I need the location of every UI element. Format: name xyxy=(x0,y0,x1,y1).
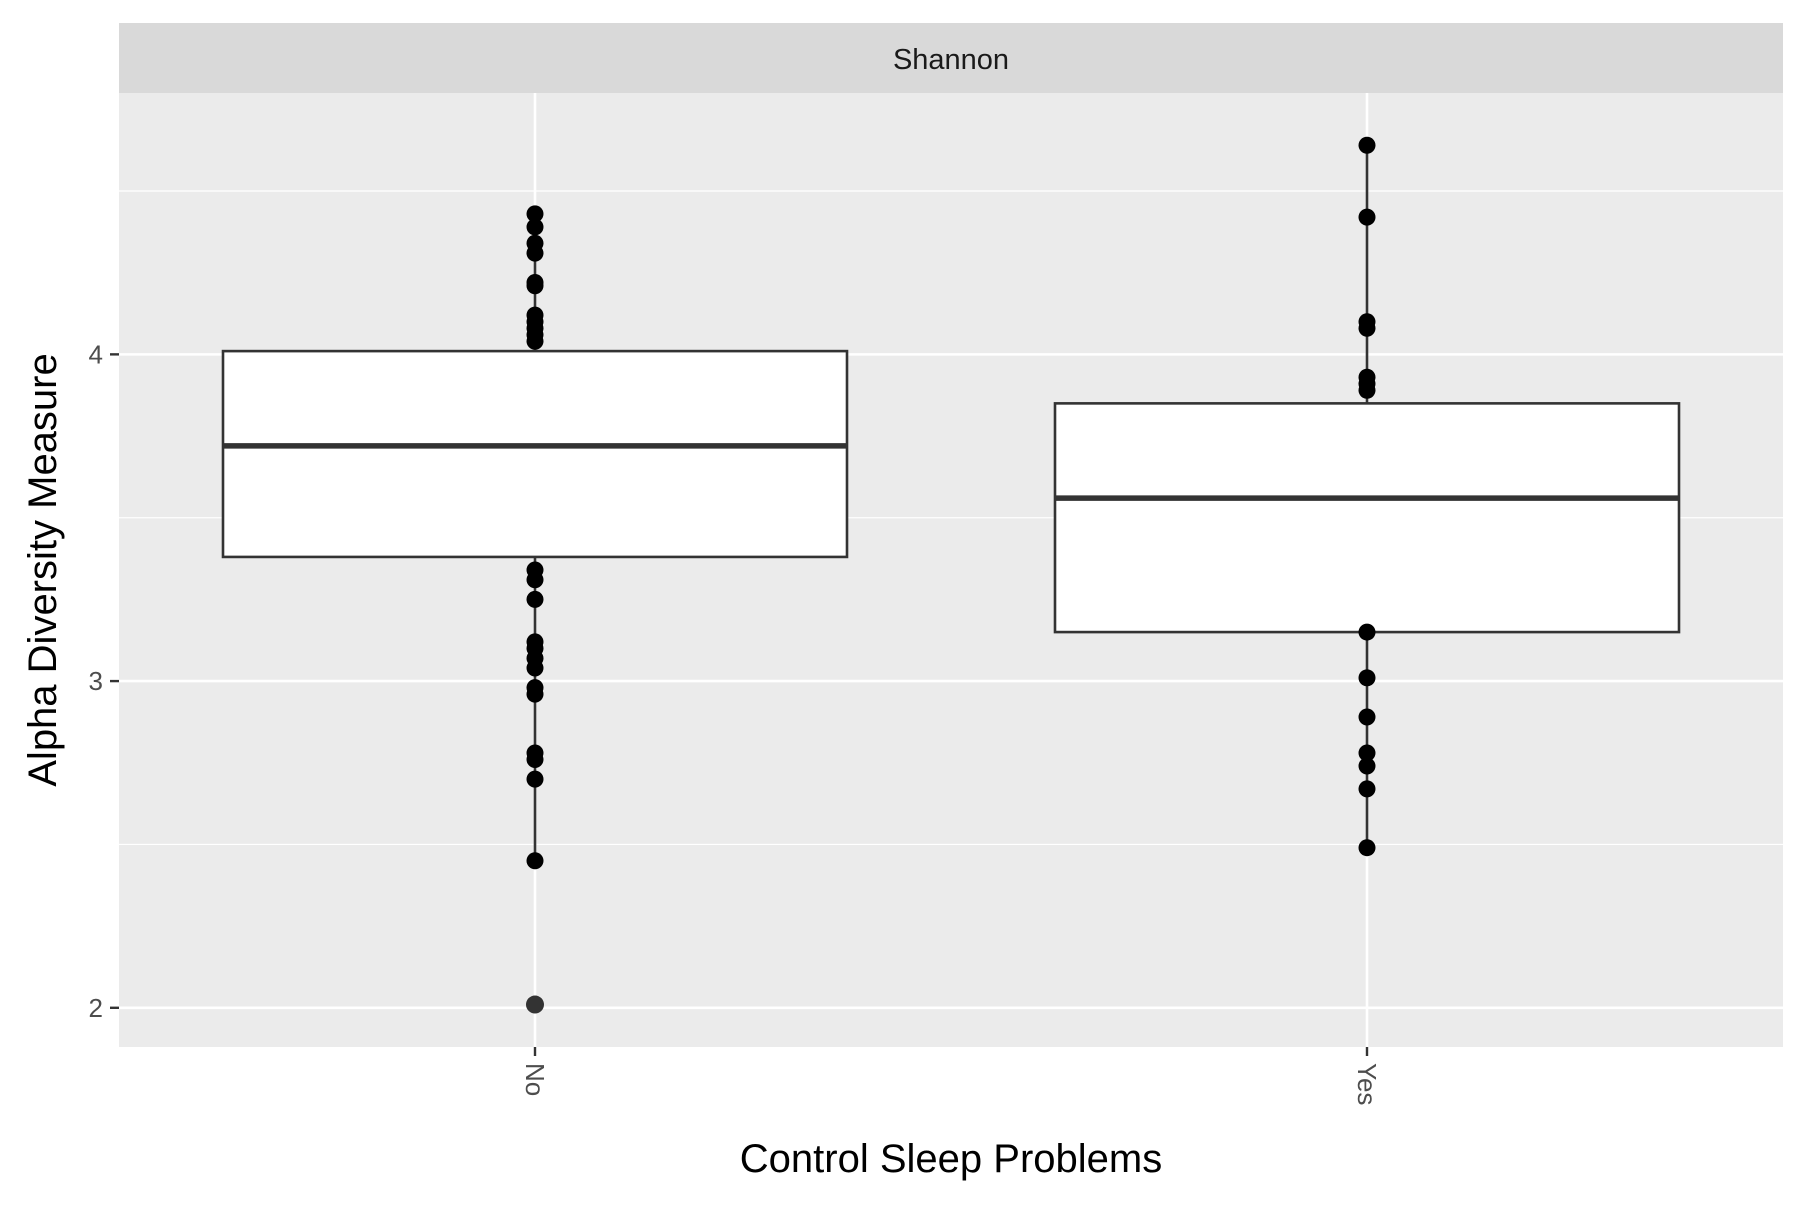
data-point-no-21 xyxy=(526,750,544,768)
data-point-yes-8 xyxy=(1358,669,1376,687)
data-point-no-13 xyxy=(526,590,544,608)
x-axis: No Yes xyxy=(520,1047,1382,1105)
data-point-no-1 xyxy=(526,218,544,236)
data-point-no-12 xyxy=(526,571,544,589)
data-point-no-5 xyxy=(526,277,544,295)
data-point-yes-0 xyxy=(1358,136,1376,154)
outlier-point-no-0 xyxy=(526,995,544,1014)
facet-strip xyxy=(119,23,1783,93)
box-yes xyxy=(1053,145,1681,848)
x-axis-title: Control Sleep Problems xyxy=(740,1137,1162,1181)
data-point-yes-6 xyxy=(1358,381,1376,399)
data-point-yes-12 xyxy=(1358,780,1376,798)
y-axis: 2 3 4 xyxy=(89,339,119,1023)
y-tick-label-1: 3 xyxy=(89,666,103,696)
box-no xyxy=(221,213,849,861)
data-point-no-17 xyxy=(526,659,544,677)
point-layer xyxy=(526,136,1376,1014)
data-point-no-0 xyxy=(526,205,544,223)
x-tick-label-yes: Yes xyxy=(1352,1063,1382,1105)
data-point-no-10 xyxy=(526,332,544,350)
facet-strip-label: Shannon xyxy=(893,44,1009,76)
box-body-no xyxy=(221,349,849,559)
data-point-no-22 xyxy=(526,770,544,788)
x-tick-label-no: No xyxy=(520,1063,550,1096)
y-tick-label-2: 4 xyxy=(89,339,103,369)
data-point-yes-1 xyxy=(1358,208,1376,226)
data-point-yes-10 xyxy=(1358,744,1376,762)
y-tick-label-0: 2 xyxy=(89,993,103,1023)
y-axis-title: Alpha Diversity Measure xyxy=(21,353,65,787)
box-body-yes xyxy=(1053,402,1681,634)
box-layer xyxy=(221,145,1681,861)
data-point-yes-3 xyxy=(1358,319,1376,337)
data-point-yes-13 xyxy=(1358,839,1376,857)
data-point-yes-11 xyxy=(1358,757,1376,775)
data-point-yes-9 xyxy=(1358,708,1376,726)
data-point-no-19 xyxy=(526,685,544,703)
data-point-yes-7 xyxy=(1358,623,1376,641)
data-point-no-23 xyxy=(526,852,544,870)
data-point-no-3 xyxy=(526,244,544,262)
